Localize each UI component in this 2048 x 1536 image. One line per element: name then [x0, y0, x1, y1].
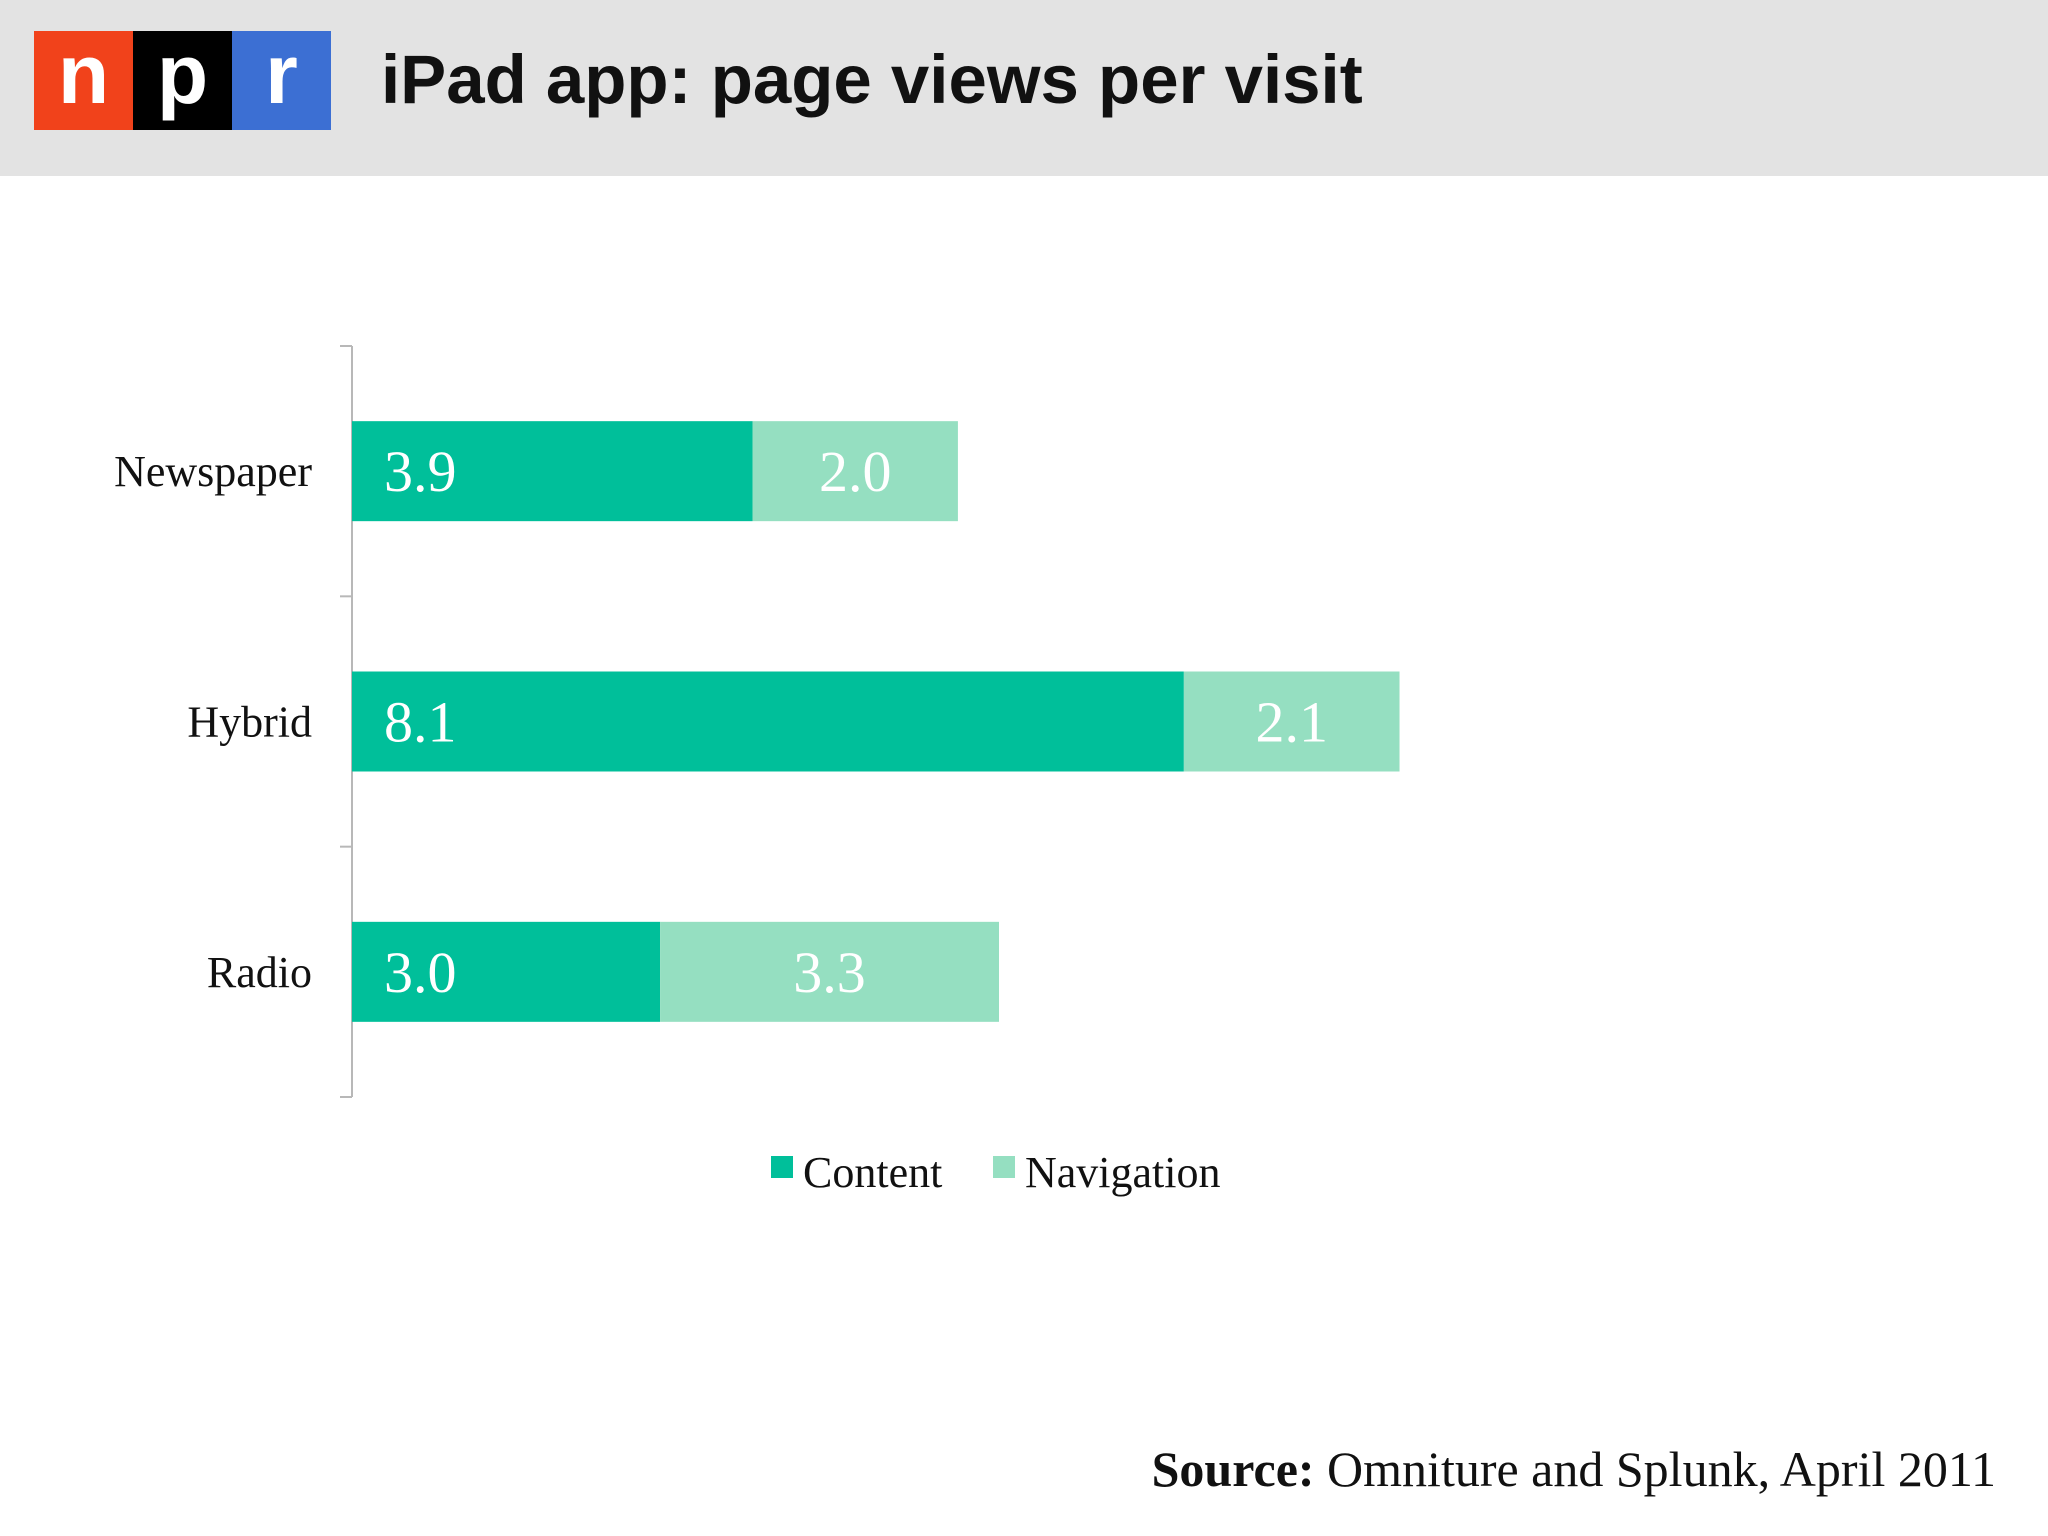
bar-navigation-hybrid	[1183, 671, 1400, 772]
value-label-content-newspaper: 3.9	[384, 439, 457, 504]
logo-letter-r: r	[232, 31, 331, 130]
category-label-newspaper: Newspaper	[114, 447, 312, 496]
legend-label-content: Content	[803, 1148, 942, 1197]
npr-logo: n p r	[34, 31, 331, 130]
logo-letter-p: p	[133, 31, 232, 130]
page-title: iPad app: page views per visit	[381, 41, 1363, 118]
logo-letter-n: n	[34, 31, 133, 130]
value-label-content-radio: 3.0	[384, 940, 457, 1005]
bar-navigation-newspaper	[752, 421, 958, 522]
header-bar: n p r iPad app: page views per visit	[0, 0, 2048, 176]
value-label-navigation-newspaper: 2.0	[819, 439, 892, 504]
legend-swatch-navigation	[993, 1156, 1015, 1178]
value-label-content-hybrid: 8.1	[384, 690, 457, 755]
bar-content-hybrid	[352, 671, 1184, 772]
category-label-radio: Radio	[207, 948, 312, 997]
value-label-navigation-radio: 3.3	[793, 940, 866, 1005]
source-note: Source: Omniture and Splunk, April 2011	[1152, 1440, 1996, 1498]
bar-navigation-radio	[660, 921, 999, 1022]
category-label-hybrid: Hybrid	[187, 698, 312, 747]
legend-swatch-content	[771, 1156, 793, 1178]
source-text: Omniture and Splunk, April 2011	[1314, 1441, 1996, 1497]
value-label-navigation-hybrid: 2.1	[1255, 690, 1328, 755]
legend-label-navigation: Navigation	[1025, 1148, 1221, 1197]
source-label: Source:	[1151, 1441, 1315, 1497]
bar-content-radio	[352, 921, 661, 1022]
bar-content-newspaper	[352, 421, 753, 522]
